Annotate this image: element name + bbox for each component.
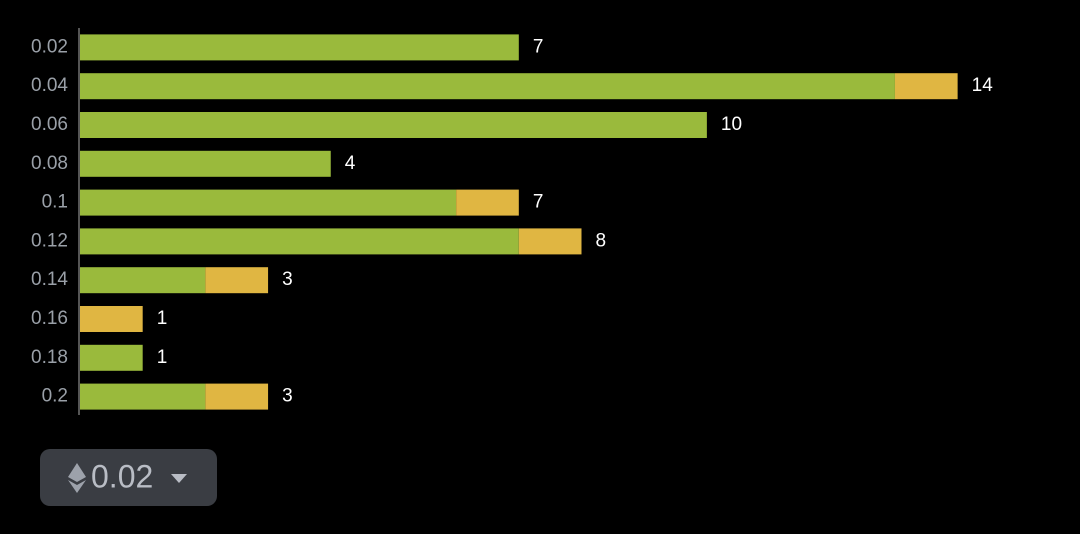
total-label: 7 [533, 192, 544, 213]
dropdown-caret [171, 474, 187, 483]
bar-segment [80, 383, 206, 410]
total-label: 3 [282, 269, 293, 290]
y-tick-label: 0.14 [31, 269, 68, 290]
bar-segment [80, 150, 331, 177]
y-tick-label: 0.06 [31, 114, 68, 135]
total-label: 1 [157, 347, 168, 368]
bar-segment [894, 73, 958, 100]
bar-segment [80, 306, 143, 332]
bar-segment [80, 189, 457, 216]
y-tick-label: 0.16 [31, 308, 68, 329]
total-label: 1 [157, 308, 168, 329]
bar-segment [456, 189, 519, 216]
bar-segment [205, 383, 269, 410]
y-tick-label: 0.1 [42, 192, 68, 213]
selector-background [40, 449, 217, 506]
total-label: 7 [533, 36, 544, 57]
selector-button[interactable]: 0.02 [40, 449, 217, 506]
y-tick-label: 0.08 [31, 153, 68, 174]
bar-segment [80, 344, 143, 371]
total-label: 10 [721, 114, 742, 135]
total-label: 8 [596, 230, 607, 251]
bar-segment [80, 73, 895, 100]
bar-segment [80, 112, 707, 138]
bar-segment [80, 228, 519, 255]
bar-segment [80, 267, 206, 294]
bar-segment [205, 267, 269, 294]
eth-icon [68, 463, 86, 493]
y-tick-label: 0.04 [31, 75, 68, 96]
y-tick-label: 0.02 [31, 36, 68, 57]
total-label: 3 [282, 386, 293, 407]
bar-segment [518, 228, 582, 255]
selector-label: 0.02 [91, 458, 153, 494]
y-tick-label: 0.12 [31, 230, 68, 251]
total-label: 4 [345, 153, 356, 174]
bar-segment [80, 34, 519, 61]
y-tick-label: 0.18 [31, 347, 68, 368]
total-label: 14 [972, 75, 994, 96]
y-tick-label: 0.2 [42, 386, 68, 407]
